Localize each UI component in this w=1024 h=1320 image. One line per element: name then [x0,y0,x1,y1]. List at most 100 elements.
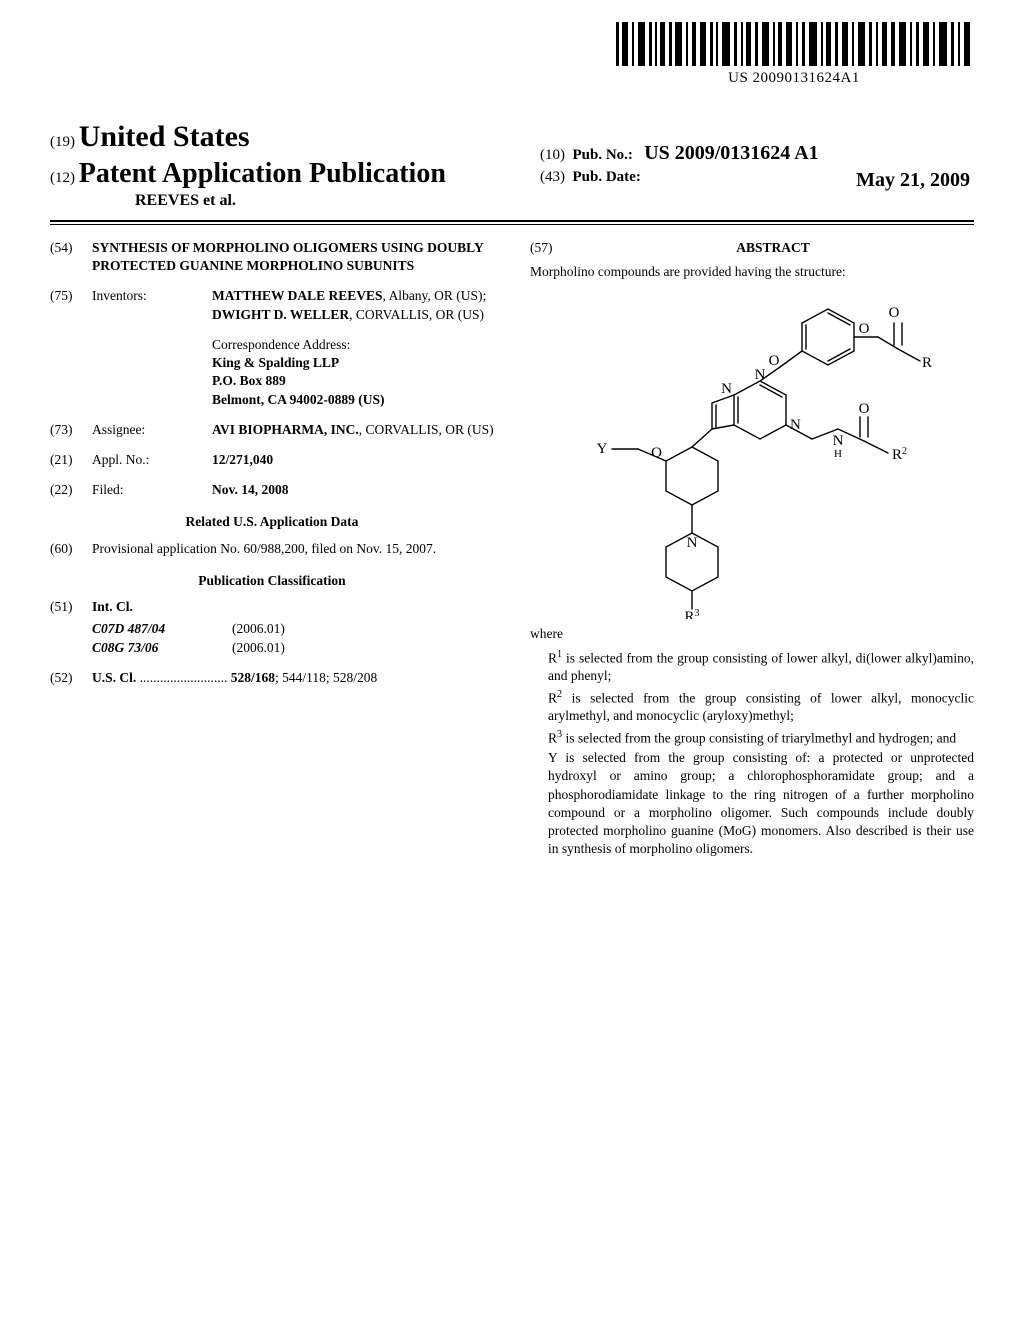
barcode-text: US 20090131624A1 [614,70,974,87]
pubdate-label: Pub. Date: [569,169,641,185]
body-columns: (54) SYNTHESIS OF MORPHOLINO OLIGOMERS U… [50,239,974,861]
field-73: (73) Assignee: AVI BIOPHARMA, INC., CORV… [50,421,494,439]
code-57: (57) [530,239,572,257]
field-51: (51) Int. Cl. [50,598,494,616]
where-list: R1 is selected from the group consisting… [548,648,974,859]
intcl-table: C07D 487/04 (2006.01) C08G 73/06 (2006.0… [92,620,494,656]
barcode-icon [614,20,974,68]
field-60: (60) Provisional application No. 60/988,… [50,540,494,558]
pubno-label-text: Pub. No.: [573,147,633,163]
intcl-ver-1: (2006.01) [232,620,342,638]
code-73: (73) [50,421,92,439]
uscl-primary: 528/168 [231,670,275,685]
field-75: (75) Inventors: MATTHEW DALE REEVES, Alb… [50,287,494,323]
doc-type: Patent Application Publication [79,158,446,189]
where-item-3: R3 is selected from the group consisting… [548,728,974,748]
inventors-list: MATTHEW DALE REEVES, Albany, OR (US); DW… [212,287,494,323]
related-heading: Related U.S. Application Data [50,513,494,531]
code-10: (10) [540,147,565,163]
chemical-structure: O O O O N N N N H N O Y R1 R2 [572,289,932,619]
correspondence-line-3: Belmont, CA 94002-0889 (US) [212,391,494,409]
correspondence-label: Correspondence Address: [212,336,494,354]
label-O-ester: O [859,321,870,337]
header: (19) United States (12) Patent Applicati… [50,120,974,210]
provisional-text: Provisional application No. 60/988,200, … [92,540,494,558]
field-54: (54) SYNTHESIS OF MORPHOLINO OLIGOMERS U… [50,239,494,275]
label-N2: N [790,417,801,433]
where-item-2: R2 is selected from the group consisting… [548,688,974,726]
correspondence-address: Correspondence Address: King & Spalding … [212,336,494,409]
header-rule-thin [50,224,974,225]
code-19: (19) [50,134,75,150]
where-3-text: is selected from the group consisting of… [562,730,956,745]
label-R3: R3 [684,608,699,619]
code-22: (22) [50,481,92,499]
country: United States [79,120,250,153]
code-75: (75) [50,287,92,323]
code-12: (12) [50,170,75,186]
label-applno: Appl. No.: [92,451,212,469]
where-4-pre: Y [548,750,557,765]
correspondence-line-1: King & Spalding LLP [212,354,494,372]
authors: REEVES et al. [50,192,974,210]
assignee-body: AVI BIOPHARMA, INC., CORVALLIS, OR (US) [212,421,494,439]
pubdate-line: (43) Pub. Date: May 21, 2009 [540,169,970,186]
label-N1: N [755,367,766,383]
pubdate-label-text: Pub. Date: [573,169,641,185]
invention-title: SYNTHESIS OF MORPHOLINO OLIGOMERS USING … [92,239,494,275]
pubno-value: US 2009/0131624 A1 [644,142,818,164]
label-N5: N [687,535,698,551]
intcl-row-1: C07D 487/04 (2006.01) [92,620,494,638]
where-label: where [530,625,974,643]
label-O-top: O [889,305,900,321]
label-Y: Y [597,441,608,457]
intcl-row-2: C08G 73/06 (2006.01) [92,639,494,657]
patent-page: US 20090131624A1 (19) United States (12)… [0,0,1024,1320]
applno-value: 12/271,040 [212,451,494,469]
inventor-2-loc: CORVALLIS, OR (US) [356,307,484,322]
inventor-1-name: MATTHEW DALE REEVES [212,288,383,303]
code-54: (54) [50,239,92,275]
label-N4: N [833,433,844,449]
assignee-name: AVI BIOPHARMA, INC. [212,422,359,437]
where-2-pre: R [548,690,557,705]
field-52: (52) U.S. Cl. ..........................… [50,669,494,687]
intcl-sym-2: C08G 73/06 [92,639,232,657]
label-O-ring: O [651,445,662,461]
intcl-ver-2: (2006.01) [232,639,342,657]
field-22: (22) Filed: Nov. 14, 2008 [50,481,494,499]
where-2-text: is selected from the group consisting of… [548,690,974,723]
label-R1: R1 [922,354,932,371]
label-O-link: O [769,353,780,369]
abstract-header: (57) ABSTRACT [530,239,974,257]
where-item-1: R1 is selected from the group consisting… [548,648,974,686]
where-1-pre: R [548,650,557,665]
inventor-2-name: DWIGHT D. WELLER [212,307,349,322]
code-43: (43) [540,169,565,185]
label-R2: R2 [892,446,907,463]
where-4-text: is selected from the group consisting of… [548,750,974,856]
correspondence-line-2: P.O. Box 889 [212,372,494,390]
pubdate-value: May 21, 2009 [856,169,970,192]
label-assignee: Assignee: [92,421,212,439]
label-H: H [834,448,842,460]
uscl-body: U.S. Cl. .......................... 528/… [92,669,494,687]
uscl-dots: .......................... [140,670,231,685]
where-item-4: Y is selected from the group consisting … [548,749,974,858]
inventor-1-loc: Albany, OR (US) [389,288,483,303]
barcode-block: US 20090131624A1 [614,20,974,87]
code-21: (21) [50,451,92,469]
pubno-line: (10) Pub. No.: US 2009/0131624 A1 [540,142,970,165]
uscl-rest: ; 544/118; 528/208 [275,670,377,685]
label-N3: N [721,381,732,397]
abstract-lead: Morpholino compounds are provided having… [530,263,974,281]
label-inventors: Inventors: [92,287,212,323]
field-21: (21) Appl. No.: 12/271,040 [50,451,494,469]
abstract-heading: ABSTRACT [530,239,974,257]
assignee-loc: CORVALLIS, OR (US) [366,422,494,437]
label-O-amide: O [859,401,870,417]
left-column: (54) SYNTHESIS OF MORPHOLINO OLIGOMERS U… [50,239,494,861]
right-column: (57) ABSTRACT Morpholino compounds are p… [530,239,974,861]
label-uscl: U.S. Cl. [92,670,136,685]
code-60: (60) [50,540,92,558]
